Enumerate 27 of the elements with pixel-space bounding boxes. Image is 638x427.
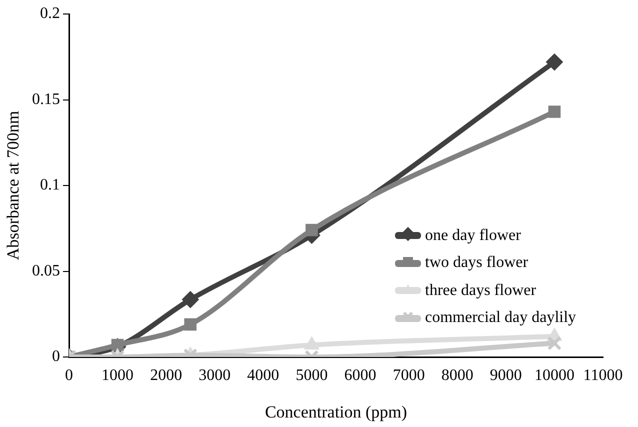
x-tick-label: 5000: [296, 366, 328, 384]
y-tick-label: 0.1: [40, 176, 60, 194]
x-axis-title: Concentration (ppm): [264, 402, 408, 422]
point: [546, 54, 563, 71]
point: [306, 224, 318, 236]
x-tick-label: 11000: [583, 366, 623, 384]
x-tick-label: 7000: [392, 366, 425, 384]
x-tick-label: 3000: [198, 366, 231, 384]
x-tick-label: 0: [65, 366, 73, 384]
y-axis-title: Absorbance at 700nm: [4, 110, 23, 260]
legend-label: three days flower: [425, 282, 536, 300]
x-tick-label: 8000: [441, 366, 474, 384]
legend-label: one day flower: [425, 226, 521, 245]
x-tick-label: 1000: [102, 366, 134, 384]
x-tick-label: 10000: [534, 366, 574, 384]
x-tick-label: 9000: [490, 366, 522, 384]
legend-label: commercial day daylily: [425, 309, 576, 328]
point: [304, 336, 320, 350]
x-tick-label: 6000: [344, 366, 376, 384]
legend-label: two days flower: [425, 254, 528, 272]
x-tick-label: 2000: [150, 366, 182, 384]
y-tick-label: 0.15: [32, 90, 60, 108]
y-tick-label: 0.05: [32, 262, 60, 280]
point: [548, 106, 561, 118]
x-tick-label: 4000: [247, 366, 280, 384]
y-tick-label: 0: [52, 348, 60, 366]
y-tick-label: 0.2: [40, 5, 60, 22]
